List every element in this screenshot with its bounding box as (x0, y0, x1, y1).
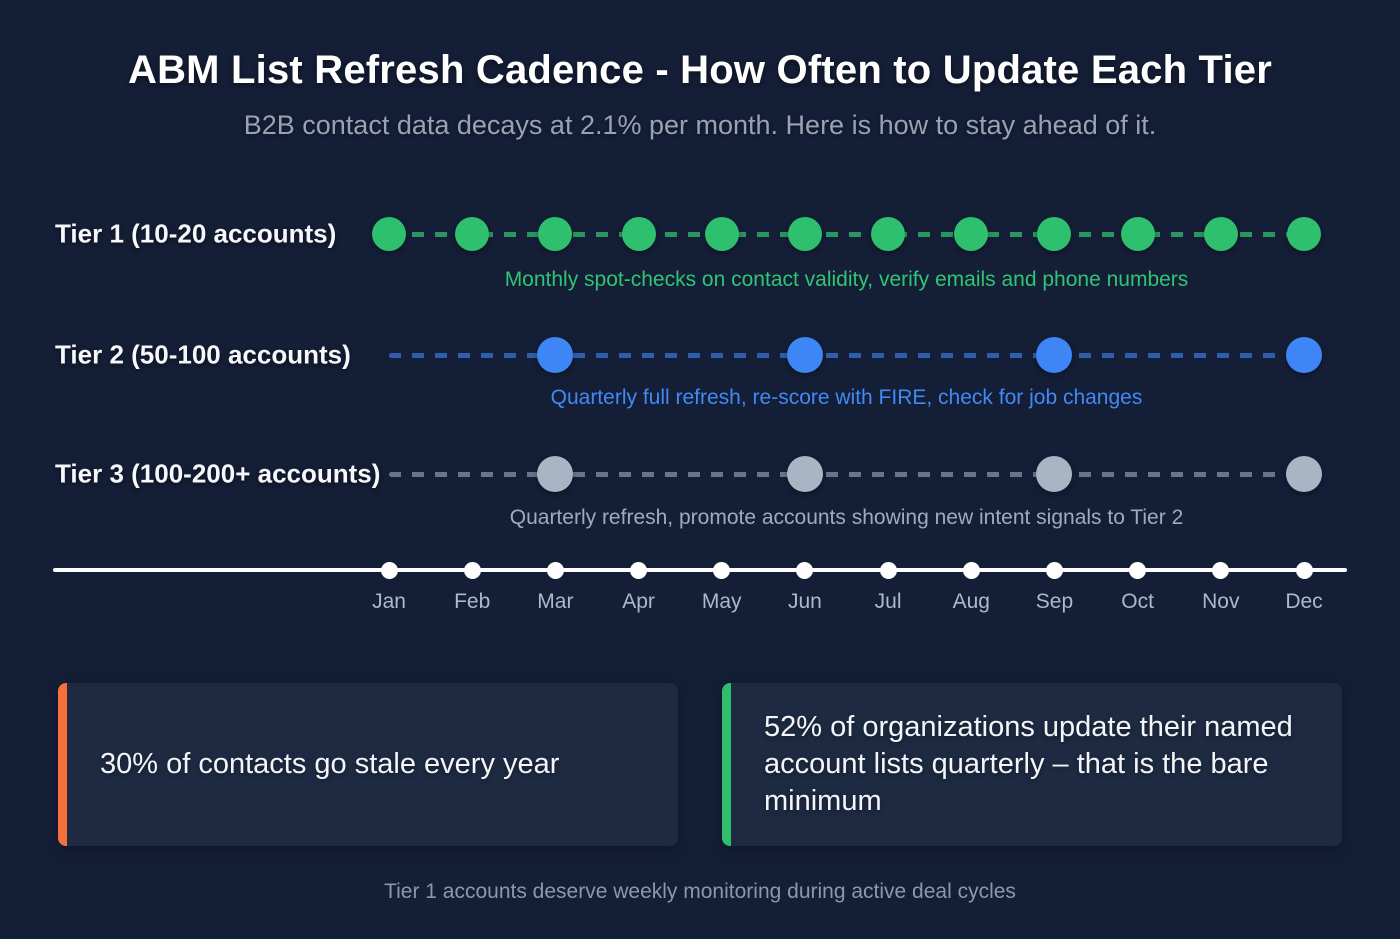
tier-1-dot-jul (871, 217, 906, 251)
month-axis-line (53, 568, 1347, 572)
month-axis-dot-apr (630, 561, 648, 579)
tier-1-dot-feb (455, 217, 490, 251)
month-axis-dot-jun (796, 561, 814, 579)
month-label-sep: Sep (1035, 590, 1074, 613)
month-label-oct: Oct (1121, 590, 1154, 613)
stat-card-text: 52% of organizations update their named … (764, 711, 1293, 817)
tier-2-dot-jun (786, 337, 823, 373)
month-label-nov: Nov (1202, 590, 1240, 613)
month-axis-dot-mar (546, 561, 564, 579)
page-title: ABM List Refresh Cadence - How Often to … (128, 48, 1272, 92)
month-label-jan: Jan (372, 590, 406, 613)
tier-1-dot-sep (1037, 217, 1072, 251)
tier-1-dot-oct (1120, 217, 1155, 251)
tier-3-dot-sep (1036, 456, 1073, 492)
tier-1-dot-nov (1203, 217, 1238, 251)
tier-1-dot-apr (621, 217, 656, 251)
month-axis-dot-dec (1295, 561, 1313, 579)
tier-3-dot-mar (537, 456, 574, 492)
tier-2-dot-sep (1036, 337, 1073, 373)
tier-2-dot-mar (537, 337, 574, 373)
tier-1-dot-may (704, 217, 739, 251)
month-axis-dot-aug (962, 561, 980, 579)
month-label-feb: Feb (454, 590, 491, 613)
tier-2-dot-dec (1286, 337, 1322, 373)
tier-3-label: Tier 3 (100-200+ accounts) (55, 458, 381, 489)
month-axis-dot-jul (879, 561, 897, 579)
tier-3-dashed-line (389, 471, 1304, 477)
green-accent-bar (722, 683, 731, 846)
month-label-apr: Apr (622, 590, 655, 613)
month-label-jun: Jun (787, 590, 822, 613)
month-label-mar: Mar (537, 590, 574, 613)
tier-2-dashed-line (389, 352, 1304, 358)
month-axis-dot-sep (1045, 561, 1063, 579)
tier-1-label: Tier 1 (10-20 accounts) (55, 218, 337, 249)
tier-1-dot-aug (954, 217, 989, 251)
tier-1-caption: Monthly spot-checks on contact validity,… (504, 268, 1189, 291)
tier-1-dot-mar (538, 217, 573, 251)
month-label-may: May (701, 590, 742, 613)
stat-card-text: 30% of contacts go stale every year (100, 748, 560, 780)
month-axis-dot-nov (1212, 561, 1230, 579)
page-subtitle: B2B contact data decays at 2.1% per mont… (243, 110, 1157, 140)
month-axis-dot-feb (463, 561, 481, 579)
month-axis-dot-oct (1129, 561, 1147, 579)
month-label-jul: Jul (874, 590, 902, 613)
tier-3-dot-jun (786, 456, 823, 492)
orange-accent-bar (58, 683, 67, 846)
tier-3-dot-dec (1286, 456, 1322, 492)
month-label-aug: Aug (952, 590, 990, 613)
tier-1-dot-dec (1287, 217, 1321, 251)
tier-1-dot-jun (787, 217, 822, 251)
stat-card-stale-contacts: 30% of contacts go stale every year (58, 683, 678, 846)
tier-1-dashed-line (389, 231, 1304, 237)
tier-2-caption: Quarterly full refresh, re-score with FI… (550, 386, 1143, 409)
month-axis-dot-may (713, 561, 731, 579)
tier-1-dot-jan (372, 217, 406, 251)
tier-2-label: Tier 2 (50-100 accounts) (55, 339, 351, 370)
month-label-dec: Dec (1285, 590, 1323, 613)
tier-3-caption: Quarterly refresh, promote accounts show… (509, 506, 1184, 529)
footer-note: Tier 1 accounts deserve weekly monitorin… (384, 880, 1016, 903)
month-axis-dot-jan (380, 561, 398, 579)
stat-card-quarterly-updates: 52% of organizations update their named … (722, 683, 1342, 846)
